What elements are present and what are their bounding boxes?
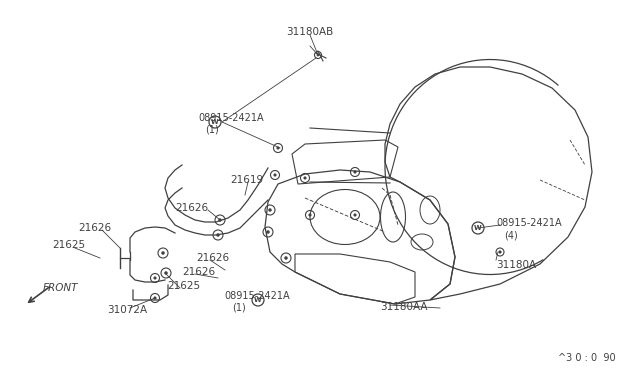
Text: 08915-2421A: 08915-2421A: [496, 218, 562, 228]
Circle shape: [154, 296, 157, 299]
Text: 08915-2421A: 08915-2421A: [198, 113, 264, 123]
Text: W: W: [254, 297, 262, 303]
Circle shape: [353, 170, 356, 174]
Circle shape: [273, 173, 276, 177]
Text: 21626: 21626: [182, 267, 215, 277]
Text: 31180AB: 31180AB: [286, 27, 333, 37]
Circle shape: [216, 233, 220, 237]
Text: (1): (1): [205, 125, 219, 135]
Circle shape: [161, 251, 164, 255]
Circle shape: [164, 271, 168, 275]
Circle shape: [499, 250, 502, 254]
Text: 31072A: 31072A: [107, 305, 147, 315]
Text: 21626: 21626: [196, 253, 229, 263]
Circle shape: [266, 230, 269, 234]
Text: 21619: 21619: [230, 175, 263, 185]
Text: 21625: 21625: [167, 281, 200, 291]
Text: 21625: 21625: [52, 240, 85, 250]
Text: (1): (1): [232, 303, 246, 313]
Text: FRONT: FRONT: [43, 283, 79, 293]
Circle shape: [317, 54, 319, 57]
Text: 21626: 21626: [175, 203, 208, 213]
Text: W: W: [211, 119, 219, 125]
Circle shape: [218, 218, 221, 222]
Text: 31180A: 31180A: [496, 260, 536, 270]
Text: (4): (4): [504, 230, 518, 240]
Circle shape: [284, 256, 288, 260]
Text: 08915-2421A: 08915-2421A: [224, 291, 290, 301]
Circle shape: [154, 276, 157, 280]
Circle shape: [353, 214, 356, 217]
Circle shape: [268, 208, 272, 212]
Text: 21626: 21626: [78, 223, 111, 233]
Text: 31180AA: 31180AA: [380, 302, 428, 312]
Text: W: W: [474, 225, 482, 231]
Circle shape: [303, 176, 307, 180]
Text: ^3 0 : 0  90: ^3 0 : 0 90: [558, 353, 616, 363]
Circle shape: [276, 147, 280, 150]
Circle shape: [308, 214, 312, 217]
